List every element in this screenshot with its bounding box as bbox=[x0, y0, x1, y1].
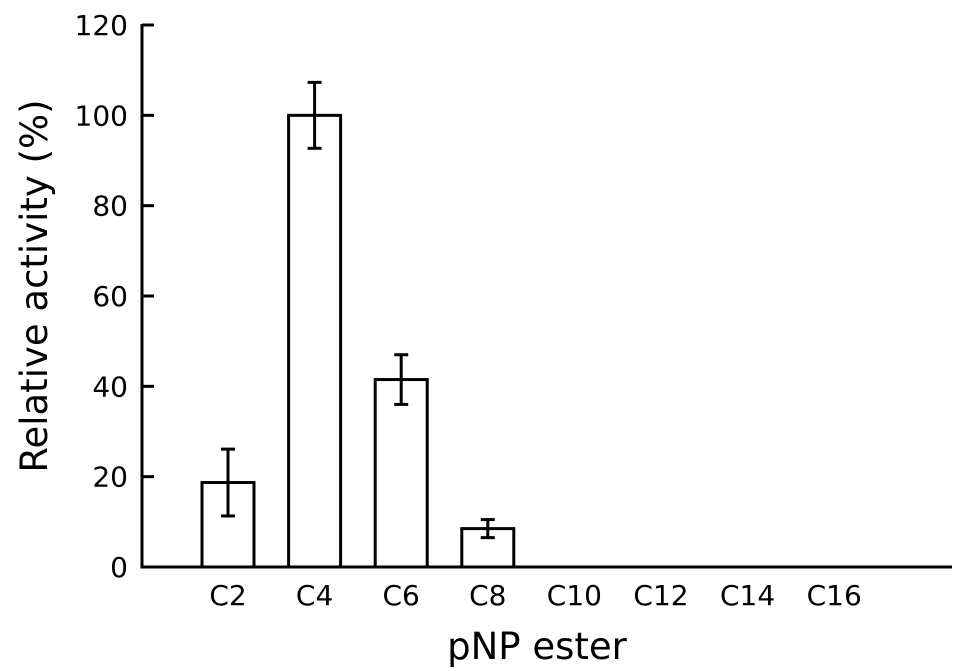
y-axis-label: Relative activity (%) bbox=[13, 99, 56, 472]
x-tick-label: C12 bbox=[633, 579, 688, 612]
x-tick-label: C16 bbox=[807, 579, 862, 612]
x-tick-label: C8 bbox=[469, 579, 506, 612]
y-tick-label: 20 bbox=[92, 461, 128, 494]
y-tick-label: 0 bbox=[110, 551, 128, 584]
x-tick-label: C10 bbox=[547, 579, 602, 612]
x-tick-label: C4 bbox=[296, 579, 333, 612]
y-tick-label: 40 bbox=[92, 370, 128, 403]
x-tick-label: C6 bbox=[383, 579, 420, 612]
bars-group bbox=[200, 113, 516, 569]
y-tick-label: 60 bbox=[92, 280, 128, 313]
error-bars-group bbox=[221, 80, 495, 540]
y-tick-label: 100 bbox=[75, 99, 128, 132]
y-axis-ticks: 0 20 40 60 80 100 120 bbox=[75, 9, 154, 584]
x-tick-label: C2 bbox=[209, 579, 246, 612]
bar bbox=[373, 378, 429, 569]
bar bbox=[287, 113, 343, 569]
x-axis-label: pNP ester bbox=[447, 625, 628, 668]
x-tick-label: C14 bbox=[720, 579, 775, 612]
x-axis-ticks: C2 C4 C6 C8 C10 C12 C14 C16 bbox=[209, 579, 861, 612]
y-tick-label: 120 bbox=[75, 9, 128, 42]
y-tick-label: 80 bbox=[92, 190, 128, 223]
